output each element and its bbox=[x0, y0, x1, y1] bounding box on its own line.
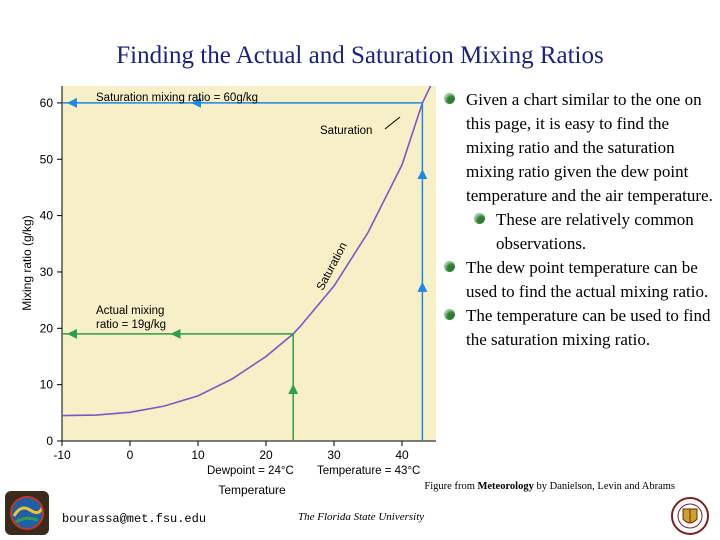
dewpoint-label: Dewpoint = 24°C bbox=[207, 465, 294, 477]
bullet-dot-icon bbox=[474, 213, 485, 224]
figure-caption: Figure from Meteorology by Danielson, Le… bbox=[424, 481, 675, 492]
y-tick-label: 0 bbox=[46, 434, 53, 448]
bullet-text: These are relatively common observations… bbox=[496, 210, 694, 253]
x-axis-label: Temperature bbox=[218, 483, 286, 497]
bullet-item: The dew point temperature can be used to… bbox=[444, 256, 714, 304]
slide-title: Finding the Actual and Saturation Mixing… bbox=[116, 42, 604, 69]
bullet-dot-icon bbox=[444, 93, 455, 104]
x-tick-label: 30 bbox=[327, 448, 341, 462]
footer-university: The Florida State University bbox=[298, 511, 425, 523]
department-logo-icon bbox=[5, 491, 49, 535]
y-tick-label: 60 bbox=[40, 96, 54, 110]
bullet-item: The temperature can be used to find the … bbox=[444, 304, 714, 352]
saturation-callout-leader bbox=[384, 116, 401, 130]
caption-prefix: Figure from bbox=[424, 481, 478, 492]
y-tick-label: 40 bbox=[40, 209, 54, 223]
x-tick-label: 20 bbox=[259, 448, 273, 462]
bullet-dot-icon bbox=[444, 261, 455, 272]
caption-book: Meteorology bbox=[477, 481, 534, 492]
university-seal-icon bbox=[671, 497, 709, 535]
bullet-text: Given a chart similar to the one on this… bbox=[466, 90, 713, 205]
actual-ratio-label: Actual mixing bbox=[96, 305, 164, 317]
x-tick-label: 0 bbox=[127, 448, 134, 462]
bullet-dot-icon bbox=[444, 309, 455, 320]
bullet-item: These are relatively common observations… bbox=[444, 208, 714, 256]
footer-email: bourassa@met.fsu.edu bbox=[62, 512, 207, 526]
caption-suffix: by Danielson, Levin and Abrams bbox=[533, 481, 675, 492]
y-axis-label: Mixing ratio (g/kg) bbox=[20, 215, 34, 310]
saturation-ratio-label: Saturation mixing ratio = 60g/kg bbox=[96, 92, 258, 104]
plot-area bbox=[62, 86, 436, 441]
bullet-item: Given a chart similar to the one on this… bbox=[444, 88, 714, 208]
bullet-text: The dew point temperature can be used to… bbox=[466, 258, 709, 301]
y-tick-label: 30 bbox=[40, 265, 54, 279]
y-tick-label: 20 bbox=[40, 321, 54, 335]
temperature-label: Temperature = 43°C bbox=[317, 465, 420, 477]
bullet-text: The temperature can be used to find the … bbox=[466, 306, 711, 349]
actual-ratio-label: ratio = 19g/kg bbox=[96, 319, 166, 331]
y-tick-label: 50 bbox=[40, 152, 54, 166]
y-tick-label: 10 bbox=[40, 378, 54, 392]
saturation-curve bbox=[62, 86, 432, 417]
x-tick-label: 10 bbox=[191, 448, 205, 462]
x-tick-label: -10 bbox=[53, 448, 71, 462]
saturation-callout-label: Saturation bbox=[320, 125, 372, 137]
bullet-list: Given a chart similar to the one on this… bbox=[444, 88, 714, 352]
x-tick-label: 40 bbox=[395, 448, 409, 462]
